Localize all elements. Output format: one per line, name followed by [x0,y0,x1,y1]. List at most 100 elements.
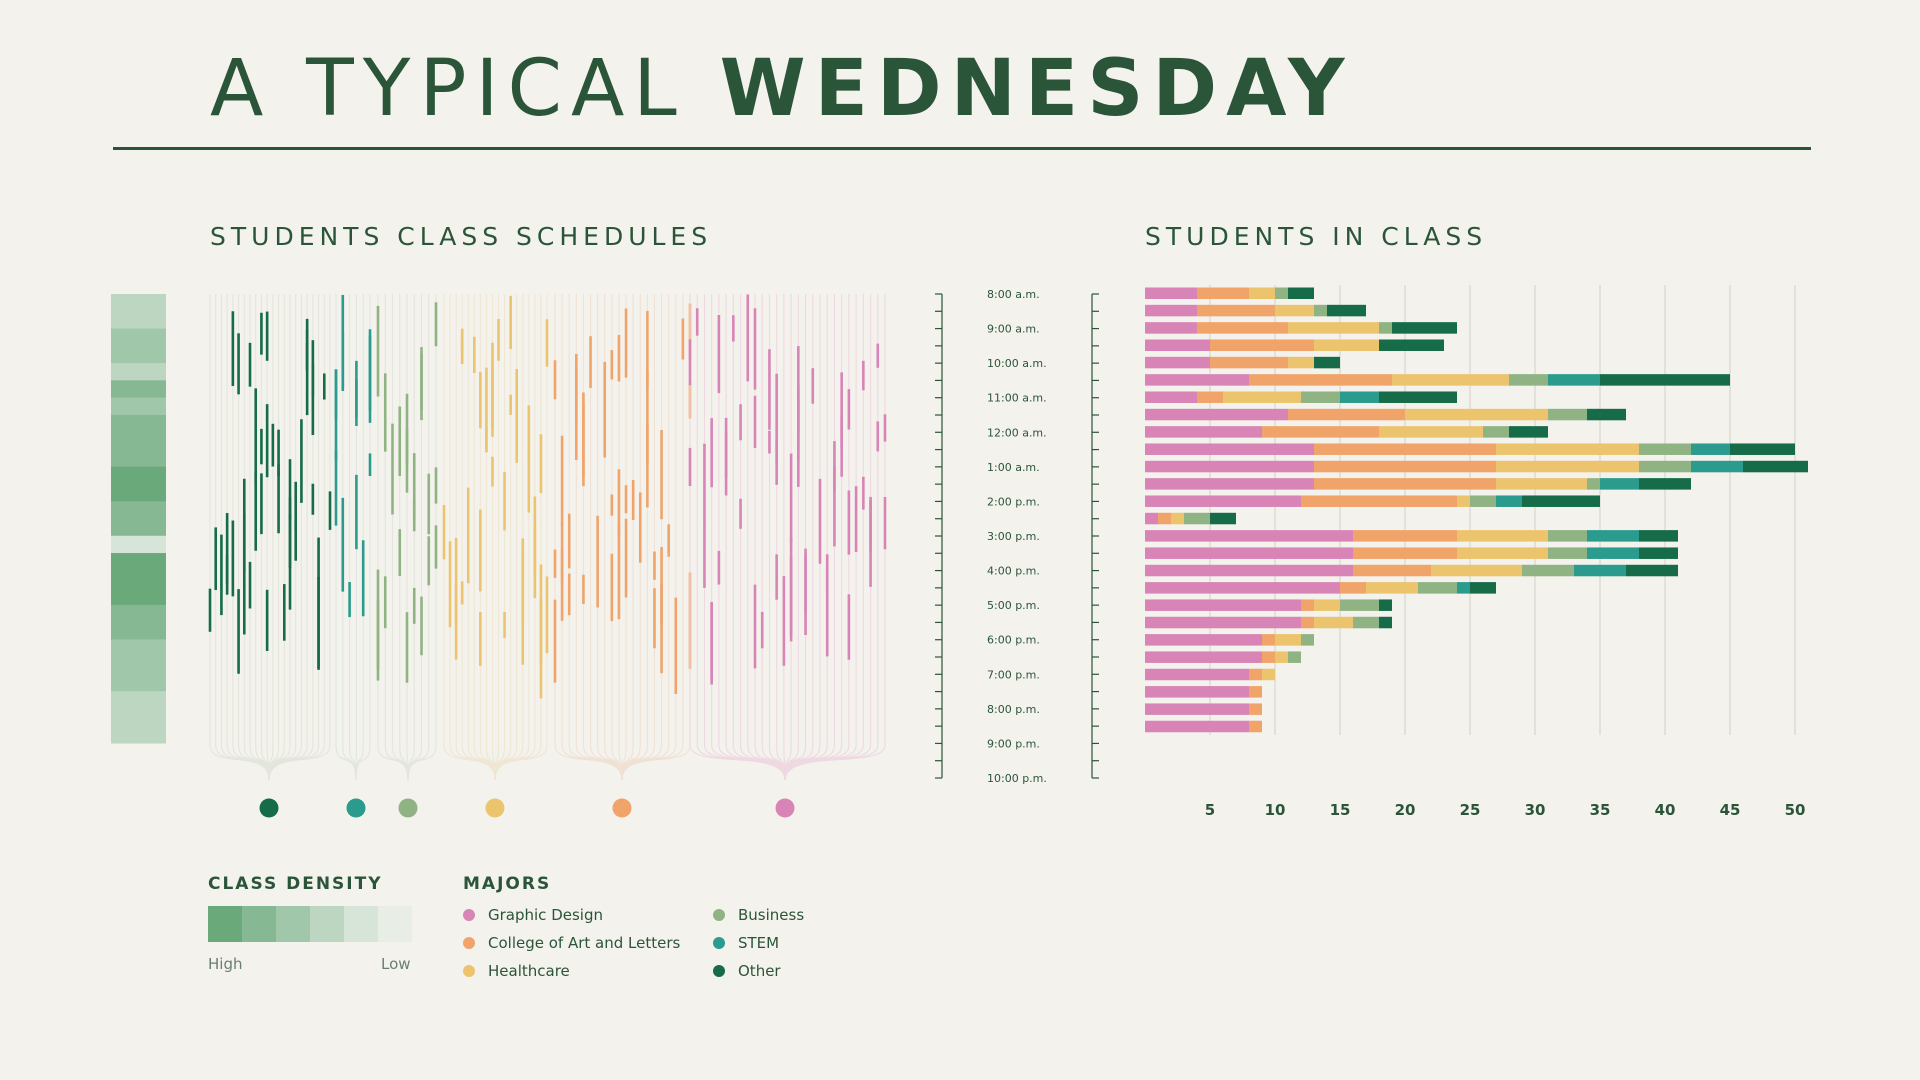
bar-segment [1691,460,1743,473]
density-cell [111,725,166,744]
student-strand [494,294,530,781]
student-strand [718,294,786,781]
density-cell [111,587,166,606]
bar-segment [1275,634,1301,646]
bar-segment [1288,322,1379,334]
bar-segment [1145,478,1314,490]
student-strand [784,294,864,781]
bar-segment [1548,530,1587,542]
bar-segment [1197,391,1223,403]
bar-segment [1340,599,1379,611]
student-strand [266,294,270,781]
time-label: 8:00 p.m. [987,703,1040,716]
student-strand [621,294,663,781]
bar-segment [1249,668,1262,681]
bar-segment [1353,547,1457,559]
bar-segment [1145,703,1249,715]
density-cell [111,294,166,312]
time-label: 2:00 p.m. [987,495,1040,508]
student-strand [761,294,786,781]
student-strand [268,294,274,781]
density-cell [111,328,166,347]
bar-segment [1405,408,1548,421]
bar-segment [1249,703,1262,715]
schedule-time-axis [935,293,943,779]
bar-segment [1197,304,1275,317]
major-legend-item: College of Art and Letters [463,934,680,952]
bar-segment [1522,564,1574,577]
major-color-dot [713,937,725,949]
bar-segment [1457,495,1470,507]
bar-segment [1145,686,1249,698]
bar-segment [1626,564,1678,577]
bar-segment [1288,356,1314,369]
bar-segment [1600,374,1730,386]
bar-segment [1145,443,1314,455]
major-strand-group [208,294,332,818]
x-tick-label: 20 [1395,801,1416,819]
bar-segment [1353,564,1431,577]
bars [1145,287,1808,733]
major-strand-group [442,294,549,818]
bar-segment [1496,460,1639,473]
density-cell [111,604,166,623]
student-strand [335,294,357,781]
bar-segment [1145,582,1340,594]
bar-segment [1184,512,1210,525]
x-tick-label: 50 [1785,801,1806,819]
time-label: 10:00 p.m. [987,772,1047,785]
student-strand [407,294,430,781]
student-strand [268,294,285,781]
bar-segment [1210,512,1236,525]
time-label: 6:00 p.m. [987,634,1040,647]
student-strand [355,294,371,781]
bar-segment [1288,287,1314,299]
major-legend-label: Other [738,962,781,980]
bar-segment [1314,599,1340,611]
bar-segment [1418,582,1457,594]
bar-segment [1587,547,1639,559]
student-strand [494,294,548,781]
bar-segment [1145,668,1249,681]
major-node-dot [485,798,505,818]
bar-segment [1210,339,1314,351]
bar-segment [1639,547,1678,559]
bar-segment [1145,495,1301,507]
bar-segment [1249,686,1262,698]
student-strand [406,294,409,781]
bar-segment [1509,426,1548,438]
bar-segment [1496,443,1639,455]
x-tick-label: 40 [1655,801,1676,819]
major-color-dot [463,909,475,921]
time-label: 3:00 p.m. [987,530,1040,543]
major-node-dot [259,798,279,818]
student-strand [621,294,691,781]
density-cell [111,483,166,502]
density-legend-title: CLASS DENSITY [208,874,383,894]
major-strand-group [334,294,372,818]
bar-segment [1145,339,1210,351]
bar-segment [1210,356,1288,369]
density-swatch [344,906,378,942]
x-tick-label: 15 [1330,801,1351,819]
density-high-label: High [208,955,243,973]
bar-segment [1197,287,1249,299]
density-strip [111,294,166,744]
student-strand [349,294,357,781]
major-node-dot [398,798,418,818]
bar-segment [1548,547,1587,559]
bar-segment [1730,443,1795,455]
bar-segment [1275,304,1314,317]
student-strand [784,294,850,781]
student-strand [611,294,623,781]
page-title: A TYPICAL WEDNESDAY [210,50,1354,128]
bar-segment [1522,495,1600,507]
bar-segment [1145,651,1262,663]
bar-segment [1470,495,1496,507]
density-cell [111,673,166,692]
majors-legend-title: MAJORS [463,874,552,894]
x-tick-label: 35 [1590,801,1611,819]
bar-segment [1379,322,1392,334]
bar-segment [1327,304,1366,317]
student-strand [768,294,786,781]
